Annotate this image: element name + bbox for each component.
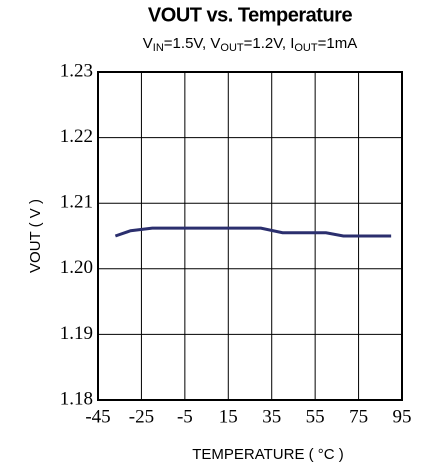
x-tick-label: 55 [306,406,325,427]
subscript: OUT [220,42,244,54]
y-tick-label: 1.20 [60,257,93,278]
data-line [114,226,392,238]
y-tick-label: 1.18 [60,388,93,409]
y-tick-label: 1.23 [60,60,93,81]
y-tick-label: 1.19 [60,323,93,344]
plot-border [97,71,403,401]
y-axis-label: VOUT ( V ) [27,199,44,273]
x-tick-label: 15 [219,406,238,427]
chart-subtitle: VIN=1.5V, VOUT=1.2V, IOUT=1mA [143,35,357,54]
chart-title: VOUT vs. Temperature [148,4,353,26]
x-tick-label: 35 [262,406,281,427]
y-tick-label: 1.21 [60,192,93,213]
x-tick-label: -5 [177,406,193,427]
subtitle-text: V [143,35,153,52]
subscript: IN [153,42,164,54]
subtitle-text: =1mA [318,35,358,52]
x-tick-label: 95 [393,406,412,427]
x-tick-label: 75 [349,406,368,427]
x-axis-label: TEMPERATURE ( °C ) [192,446,344,463]
x-tick-label: -25 [129,406,154,427]
subtitle-text: =1.5V, V [164,35,221,52]
subscript: OUT [294,42,318,54]
subtitle-text: =1.2V, I [244,35,295,52]
x-tick-label: -45 [85,406,110,427]
y-tick-label: 1.22 [60,126,93,147]
